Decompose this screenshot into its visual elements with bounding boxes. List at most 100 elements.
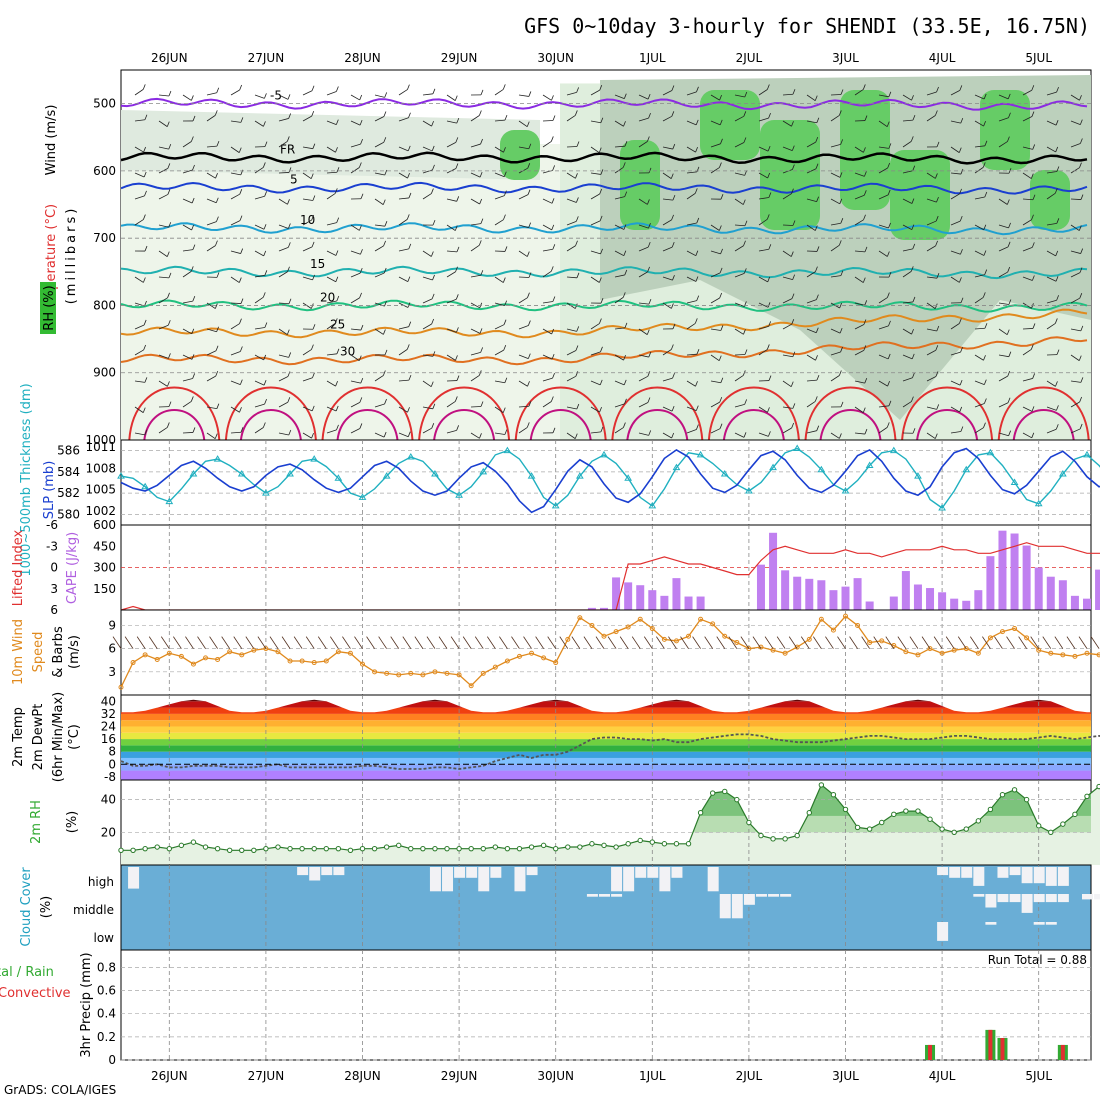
- wind-barb-flag: [1030, 173, 1034, 179]
- wind-barb: [710, 297, 720, 304]
- dewpoint-line: [120, 733, 1100, 770]
- wind-barb-flag: [599, 188, 603, 195]
- cape-bar: [998, 530, 1007, 610]
- thickness-point: [503, 446, 512, 454]
- wind-barb: [350, 167, 360, 174]
- thickness-point: [696, 450, 705, 458]
- cape-bar: [769, 532, 778, 610]
- wind-speed-point: [794, 644, 800, 650]
- wind-barb-flag: [504, 429, 508, 435]
- wind-barb-flag: [336, 217, 340, 223]
- cloud-bar-middle: [997, 894, 1009, 903]
- rh2m-unit: (%): [65, 811, 80, 834]
- wind-barb: [998, 375, 1008, 382]
- wind-barb-10m: [800, 636, 810, 649]
- wind-speed-point: [927, 646, 933, 652]
- rh-point: [299, 845, 305, 852]
- wind-barb-flag: [527, 189, 531, 195]
- thickness-point: [600, 450, 608, 458]
- wind-barb: [374, 116, 385, 122]
- wind-barb: [638, 117, 649, 122]
- bottom-date-label: 5JUL: [1025, 1069, 1052, 1083]
- wind-barb-flag: [456, 327, 459, 333]
- precip-label-b: Convective: [0, 986, 71, 1001]
- rh-point: [830, 792, 837, 798]
- cloud-bar-middle: [768, 894, 780, 897]
- wind-barb-flag: [599, 406, 602, 413]
- wind-barb-flag: [1056, 349, 1060, 355]
- wind-barb: [374, 224, 385, 227]
- wind-barb: [974, 427, 984, 434]
- lifted-index-label: Lifted Index: [11, 529, 26, 606]
- wind-barb-flag: [670, 344, 674, 350]
- wind-barb-flag: [143, 344, 147, 351]
- wind-barb-flag: [382, 199, 386, 205]
- rh-point: [1023, 796, 1030, 803]
- precip-convective-bar: [1000, 1038, 1005, 1060]
- wind-barb-flag: [1007, 266, 1011, 273]
- wind-speed-point: [154, 656, 160, 662]
- wind-barb-flag: [623, 379, 627, 386]
- wind-barb: [830, 172, 841, 178]
- wind-barb: [686, 146, 696, 153]
- wind-barb: [614, 94, 625, 100]
- wind-barb-flag: [167, 292, 170, 298]
- cape-ytick: 450: [93, 539, 116, 553]
- wind-barb: [590, 250, 601, 255]
- wind-barb-flag: [504, 246, 508, 252]
- thickness-point: [914, 472, 922, 479]
- wind-barb-flag: [1007, 241, 1011, 247]
- cloud-bar-high: [442, 867, 454, 892]
- wind-barb: [830, 222, 841, 226]
- wind-barb-flag: [454, 225, 458, 231]
- isotherm-loop: [433, 409, 496, 440]
- wind-barb: [254, 94, 265, 99]
- top-date-label: 29JUN: [441, 51, 478, 65]
- wind-barb: [470, 432, 480, 439]
- wind-title: Wind (m/s): [44, 105, 59, 176]
- cape-bar: [624, 582, 633, 610]
- wind-barb: [1022, 219, 1032, 226]
- wind-barb: [278, 354, 289, 358]
- wind-barb-flag: [552, 372, 555, 379]
- wind-barb-flag: [143, 214, 146, 220]
- wind-barb-flag: [936, 86, 939, 93]
- wind-barb-flag: [263, 121, 266, 127]
- wind-barb: [1046, 193, 1056, 200]
- cloud-bar-middle: [1045, 894, 1057, 903]
- wind-speed-point: [323, 658, 329, 664]
- wind-barb-flag: [768, 192, 772, 198]
- wind-barb-flag: [1055, 120, 1059, 126]
- wind-barb: [734, 272, 745, 278]
- wind-barb-flag: [1008, 112, 1011, 118]
- wind-barb: [782, 354, 793, 358]
- wind-barb: [1070, 297, 1080, 304]
- cloud-bar-high: [321, 867, 333, 876]
- rh-point: [214, 845, 221, 852]
- wind-barb: [854, 89, 864, 96]
- wind-barb: [710, 328, 721, 331]
- wind-barb-flag: [646, 136, 650, 142]
- wind-barb: [854, 380, 865, 384]
- wind-barb: [854, 302, 865, 306]
- thickness-point: [865, 461, 874, 468]
- cape-bar: [841, 586, 850, 610]
- wind-barb-flag: [359, 292, 362, 299]
- wind-barb-flag: [552, 296, 556, 302]
- wind-barb-flag: [814, 396, 818, 402]
- wind-barb: [134, 324, 145, 330]
- isotherm-loop: [997, 386, 1090, 440]
- wind-barb: [806, 299, 817, 304]
- isotherm-loop: [901, 386, 994, 440]
- wind-barb-flag: [862, 407, 866, 413]
- panel-ytick: 0.8: [97, 960, 116, 974]
- wind-barb: [878, 427, 888, 434]
- wind-barb-flag: [623, 121, 626, 127]
- bottom-date-label: 3JUL: [832, 1069, 859, 1083]
- wind-barb-flag: [935, 240, 938, 247]
- wind-barb: [590, 193, 600, 200]
- wind-speed-point: [420, 672, 426, 678]
- cloud-bar-high: [635, 867, 647, 878]
- wind-barb-10m: [668, 636, 677, 649]
